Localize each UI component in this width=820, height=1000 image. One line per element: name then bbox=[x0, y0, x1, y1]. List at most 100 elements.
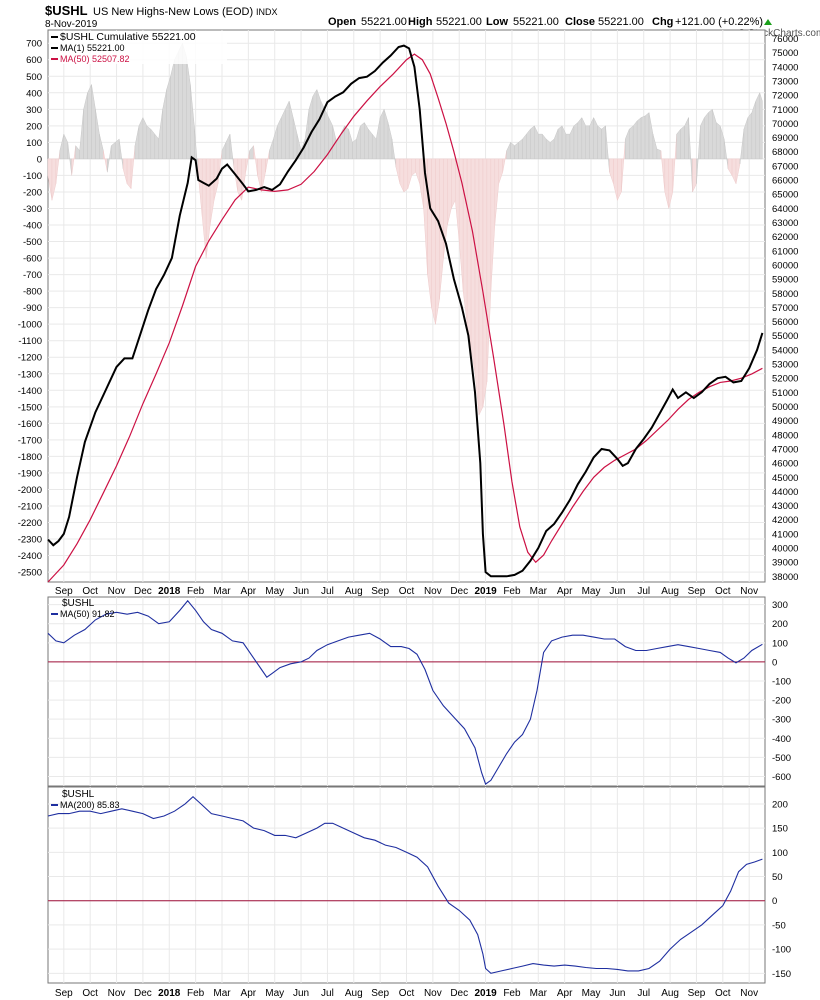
right-tick-label: 49000 bbox=[772, 416, 798, 427]
x-tick-label: Jun bbox=[609, 586, 625, 597]
right-tick-label: -500 bbox=[772, 753, 791, 764]
left-tick-label: -1900 bbox=[18, 468, 42, 479]
x-tick-label: Nov bbox=[740, 586, 758, 597]
left-tick-label: -400 bbox=[23, 221, 42, 232]
right-tick-label: 61000 bbox=[772, 246, 798, 257]
daily-histogram-bar bbox=[470, 158, 476, 374]
daily-histogram-bar bbox=[565, 133, 571, 160]
right-tick-label: 68000 bbox=[772, 147, 798, 158]
symbol-description: US New Highs-New Lows (EOD) bbox=[93, 6, 253, 18]
daily-histogram-bar bbox=[640, 115, 646, 160]
right-tick-label: 60000 bbox=[772, 260, 798, 271]
daily-histogram-bar bbox=[324, 109, 329, 160]
right-tick-label: 40000 bbox=[772, 544, 798, 555]
daily-histogram-bar bbox=[344, 125, 349, 160]
x-tick-label: Aug bbox=[345, 586, 363, 597]
x-tick-label: Mar bbox=[530, 586, 548, 597]
daily-histogram-bar bbox=[680, 125, 685, 160]
left-tick-label: -500 bbox=[23, 237, 42, 248]
right-tick-label: 54000 bbox=[772, 345, 798, 356]
high-value: 55221.00 bbox=[436, 16, 482, 28]
x-tick-label: Oct bbox=[399, 586, 415, 597]
x-tick-label: Dec bbox=[134, 988, 152, 999]
x-tick-label: Nov bbox=[424, 586, 442, 597]
left-tick-label: -900 bbox=[23, 303, 42, 314]
right-tick-label: 73000 bbox=[772, 76, 798, 87]
daily-histogram-bar bbox=[704, 111, 709, 160]
x-tick-label: Dec bbox=[450, 988, 468, 999]
right-tick-label: 66000 bbox=[772, 176, 798, 187]
daily-histogram-bar bbox=[114, 138, 120, 160]
legend-background bbox=[49, 31, 227, 64]
left-tick-label: -1600 bbox=[18, 419, 42, 430]
daily-histogram-bar bbox=[451, 158, 456, 209]
right-tick-label: 69000 bbox=[772, 133, 798, 144]
x-tick-label: Oct bbox=[82, 586, 98, 597]
main-panel: Sep Oct Nov Dec 2018 Feb Mar Apr May Jun Jul Aug Sep… bbox=[18, 29, 798, 597]
right-tick-label: -150 bbox=[772, 969, 791, 980]
right-tick-label: 38000 bbox=[772, 572, 798, 583]
right-tick-label: 200 bbox=[772, 799, 788, 810]
daily-histogram-bar bbox=[126, 158, 132, 190]
daily-histogram-bar bbox=[597, 125, 602, 160]
daily-histogram-bar bbox=[628, 125, 634, 160]
chart-date: 8-Nov-2019 bbox=[45, 19, 98, 30]
left-tick-label: -1400 bbox=[18, 386, 42, 397]
left-tick-label: -300 bbox=[23, 204, 42, 215]
x-tick-label: Jul bbox=[321, 988, 334, 999]
right-tick-label: 74000 bbox=[772, 62, 798, 73]
x-tick-label: Dec bbox=[134, 586, 152, 597]
cumulative-line bbox=[47, 44, 764, 578]
x-tick-label: Apr bbox=[241, 988, 257, 999]
right-tick-label: 70000 bbox=[772, 119, 798, 130]
left-tick-label: 100 bbox=[26, 138, 42, 149]
daily-histogram-bar bbox=[364, 121, 369, 160]
x-tick-label: Mar bbox=[530, 988, 548, 999]
left-tick-label: -1800 bbox=[18, 452, 42, 463]
ma50-line bbox=[47, 53, 763, 583]
daily-histogram-bar bbox=[632, 120, 638, 160]
x-tick-label: Sep bbox=[688, 988, 706, 999]
x-tick-label: Oct bbox=[82, 988, 98, 999]
daily-histogram-bar bbox=[368, 128, 373, 160]
x-tick-label: May bbox=[582, 988, 601, 999]
right-tick-label: 0 bbox=[772, 657, 777, 668]
right-tick-label: 53000 bbox=[772, 360, 798, 371]
x-tick-label: Aug bbox=[661, 988, 679, 999]
right-tick-label: -200 bbox=[772, 696, 791, 707]
left-tick-label: 400 bbox=[26, 88, 42, 99]
x-tick-label: Sep bbox=[55, 586, 73, 597]
daily-histogram-bar bbox=[549, 138, 555, 160]
open-label: Open bbox=[328, 16, 356, 28]
x-tick-label: May bbox=[265, 586, 284, 597]
panel-title: $USHL bbox=[62, 598, 95, 609]
ma200-panel: Sep Oct Nov Dec 2018 Feb Mar Apr May Jun Jul Aug Sep… bbox=[47, 786, 791, 999]
right-tick-label: 41000 bbox=[772, 529, 798, 540]
chg-value: +121.00 (+0.22%) bbox=[675, 16, 763, 28]
x-tick-label: Apr bbox=[557, 988, 573, 999]
right-tick-label: 47000 bbox=[772, 444, 798, 455]
daily-histogram-bar bbox=[755, 92, 760, 160]
x-tick-label: 2018 bbox=[158, 988, 181, 999]
right-tick-label: 52000 bbox=[772, 374, 798, 385]
right-tick-label: 56000 bbox=[772, 317, 798, 328]
right-tick-label: 42000 bbox=[772, 515, 798, 526]
x-tick-label: Jul bbox=[637, 988, 650, 999]
x-tick-label: Mar bbox=[213, 988, 231, 999]
panel-title: $USHL bbox=[62, 789, 95, 800]
right-tick-label: 57000 bbox=[772, 303, 798, 314]
x-tick-label: May bbox=[582, 586, 601, 597]
left-tick-label: 700 bbox=[26, 39, 42, 50]
legend-entry: MA(50) 91.82 bbox=[60, 609, 115, 619]
right-tick-label: 67000 bbox=[772, 161, 798, 172]
right-tick-label: 50 bbox=[772, 872, 783, 883]
x-tick-label: Feb bbox=[187, 988, 205, 999]
daily-histogram-bar bbox=[403, 158, 409, 193]
x-tick-label: May bbox=[265, 988, 284, 999]
right-tick-label: -400 bbox=[772, 734, 791, 745]
daily-histogram-bar bbox=[379, 109, 385, 160]
ma200-indicator-line bbox=[47, 795, 763, 974]
up-arrow-icon bbox=[764, 19, 772, 25]
daily-histogram-bar bbox=[281, 109, 286, 160]
